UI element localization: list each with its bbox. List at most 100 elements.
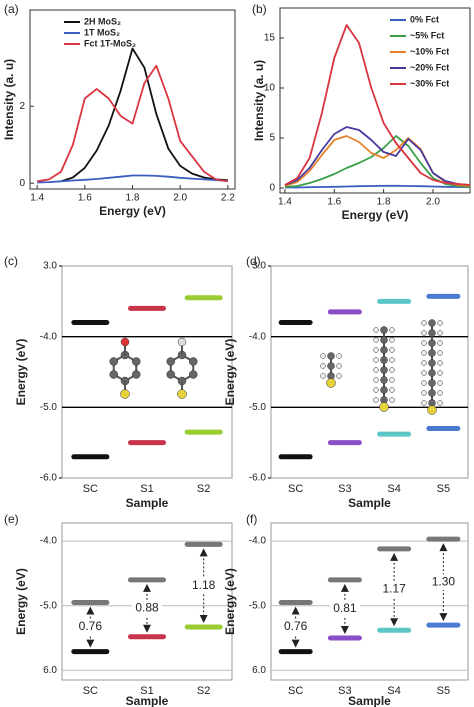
y-tick-label: -4.0 xyxy=(249,536,267,547)
x-tick-label: 2.2 xyxy=(221,193,235,204)
x-tick-label: 2.0 xyxy=(173,193,187,204)
energy-level xyxy=(278,454,313,460)
gap-label: 1.18 xyxy=(192,578,216,592)
y-tick-label: 3.0 xyxy=(252,261,266,272)
arrow-head xyxy=(143,583,151,592)
panel-label: (c) xyxy=(4,254,18,268)
x-tick-label: SC xyxy=(288,483,303,495)
atom xyxy=(421,340,427,346)
energy-level xyxy=(128,577,166,583)
x-tick-label: S5 xyxy=(437,685,450,697)
legend-label: ~20% Fct xyxy=(410,62,449,72)
panel-label: (d) xyxy=(246,254,261,268)
energy-level xyxy=(278,599,313,605)
gap-label-bg xyxy=(428,574,459,591)
arrow-head xyxy=(86,639,95,648)
atom xyxy=(189,357,198,366)
atom xyxy=(437,320,443,326)
gap-label-bg xyxy=(329,600,360,617)
x-tick-label: S4 xyxy=(387,685,400,697)
atom xyxy=(380,336,388,344)
y-tick-label: 10 xyxy=(264,83,276,94)
y-tick-label: 6.0 xyxy=(43,665,57,676)
atom xyxy=(389,327,395,333)
atom xyxy=(421,390,427,396)
atom xyxy=(428,389,436,397)
x-tick-label: 1.8 xyxy=(126,193,140,204)
x-tick-label: S3 xyxy=(338,483,351,495)
atom xyxy=(177,389,187,399)
atom xyxy=(373,327,379,333)
gap-arrow xyxy=(143,583,151,633)
plot-frame xyxy=(270,522,469,681)
atom xyxy=(389,367,395,373)
series-line xyxy=(284,126,471,186)
arrow-head xyxy=(291,639,300,648)
y-tick-label: 3.0 xyxy=(43,261,57,272)
y-tick-label: -5.0 xyxy=(249,600,267,611)
atom xyxy=(109,370,118,379)
atom xyxy=(421,370,427,376)
series-line xyxy=(284,24,471,186)
arrow-head xyxy=(143,624,151,633)
atom xyxy=(177,337,187,347)
legend-label: ~5% Fct xyxy=(410,30,444,40)
energy-level xyxy=(184,624,223,630)
energy-level xyxy=(184,541,223,547)
y-tick-label: -4.0 xyxy=(40,536,58,547)
y-axis-label: Intensity (a. u) xyxy=(2,59,16,140)
atom xyxy=(380,366,388,374)
x-tick-label: 1.6 xyxy=(78,193,92,204)
gap-label: 0.76 xyxy=(79,619,103,633)
atom xyxy=(380,346,388,354)
x-axis-label: Sample xyxy=(348,694,391,707)
energy-level xyxy=(377,627,412,633)
atom xyxy=(326,378,336,388)
atom xyxy=(380,356,388,364)
y-tick-label: -5.0 xyxy=(249,402,267,413)
energy-level xyxy=(184,295,223,301)
y-tick-label: -6.0 xyxy=(40,473,58,484)
atom xyxy=(437,390,443,396)
atom xyxy=(120,337,130,347)
panel-label: (a) xyxy=(4,2,19,16)
legend-label: ~10% Fct xyxy=(410,46,449,56)
atom xyxy=(428,359,436,367)
atom xyxy=(421,360,427,366)
energy-level xyxy=(128,634,166,640)
atom xyxy=(380,326,388,334)
gap-arrow xyxy=(340,583,349,635)
x-tick-label: S2 xyxy=(197,685,210,697)
atom xyxy=(373,397,379,403)
legend-label: ~30% Fct xyxy=(410,78,449,88)
y-tick-label: -4.0 xyxy=(249,331,267,342)
gap-arrow xyxy=(390,552,399,627)
x-axis-label: Energy (eV) xyxy=(342,208,409,222)
energy-level xyxy=(184,429,223,435)
energy-level xyxy=(71,599,110,605)
atom xyxy=(437,370,443,376)
gap-label: 0.76 xyxy=(284,619,308,633)
y-tick-label: -6.0 xyxy=(249,473,267,484)
atom xyxy=(389,337,395,343)
energy-level xyxy=(71,649,110,655)
gap-label-bg xyxy=(379,581,410,598)
gap-label-bg xyxy=(188,577,219,594)
gap-label: 0.88 xyxy=(135,600,159,614)
gap-arrow xyxy=(86,606,95,648)
plot-frame xyxy=(61,522,233,681)
atom xyxy=(428,379,436,387)
y-tick-label: 2 xyxy=(19,101,25,112)
arrow-head xyxy=(390,618,399,627)
energy-level xyxy=(278,320,313,326)
y-axis-label: Energy (eV) xyxy=(14,568,28,635)
energy-level xyxy=(327,635,362,641)
energy-level xyxy=(377,298,412,304)
energy-level xyxy=(128,305,166,311)
arrow-head xyxy=(199,548,208,557)
x-tick-label: 1.6 xyxy=(327,197,341,208)
x-tick-label: 2.0 xyxy=(426,197,440,208)
atom xyxy=(389,387,395,393)
gap-label-bg xyxy=(75,619,106,636)
